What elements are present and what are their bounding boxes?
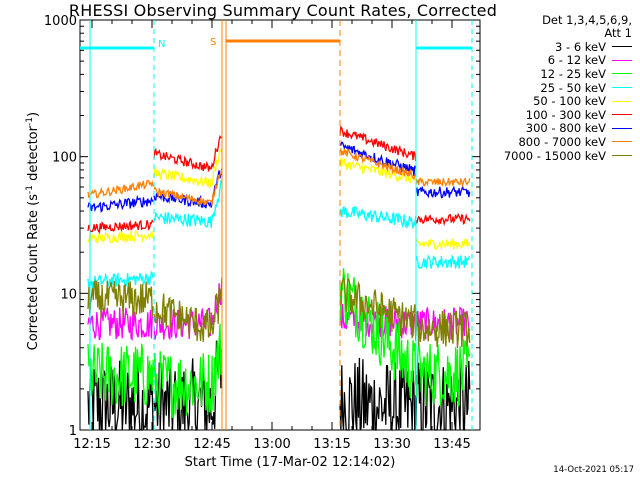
series-line [87,179,154,199]
x-tick-label: 13:15 [313,437,350,452]
series-trace [87,276,471,348]
series-line [415,310,471,348]
series-line [87,342,154,407]
y-tick-label: 10 [60,287,77,302]
series-trace [87,125,471,234]
legend-item: 50 - 100 keV [478,94,632,108]
legend-item: 300 - 800 keV [478,121,632,136]
legend-label: 100 - 300 keV [525,107,606,122]
legend-label: 12 - 25 keV [540,66,606,81]
series-line [339,357,417,432]
series-trace [87,148,471,251]
legend-swatch [612,73,632,75]
series-line [153,286,223,342]
legend-swatch [612,141,632,143]
x-tick-label: 12:15 [73,437,110,452]
series-line [415,254,471,269]
series-line [153,148,223,190]
series-line [87,194,154,213]
timestamp-footer: 14-Oct-2021 05:17 [553,465,634,475]
series-trace [87,179,471,289]
legend-header-line-2: Att 1 [604,26,632,40]
series-line [415,184,471,199]
legend-label: 7000 - 15000 keV [503,148,606,163]
legend-item: 12 - 25 keV [478,67,632,81]
plot-frame [79,19,481,431]
series-line [87,307,154,341]
legend-swatch [612,155,632,157]
series-line [339,125,417,162]
legend-label: 25 - 50 keV [540,80,606,95]
x-tick-label: 12:30 [133,437,170,452]
axis-ticks [80,20,480,431]
series-line [87,219,154,234]
legend-label: 6 - 12 keV [547,53,606,68]
legend-item: 3 - 6 keV [478,40,632,54]
series-trace [87,268,471,419]
series-line [153,179,223,229]
chart-title: RHESSI Observing Summary Count Rates, Co… [68,1,498,20]
y-tick-label: 1 [69,424,77,439]
legend-label: 800 - 7000 keV [518,134,606,149]
legend-label: 50 - 100 keV [533,94,606,109]
x-tick-label: 12:45 [193,437,230,452]
legend-item: 6 - 12 keV [478,53,632,68]
series-line [87,279,154,319]
series-line [415,237,471,251]
legend-swatch [612,59,632,61]
y-tick-label: 1000 [44,14,77,29]
x-tick-label: 13:00 [253,437,290,452]
series-line [153,323,223,419]
legend-swatch [612,87,632,89]
x-tick-label: 13:30 [373,437,410,452]
legend-swatch [612,46,632,48]
legend-swatch [612,100,632,102]
series-line [339,147,417,180]
legend-item: 25 - 50 keV [478,81,632,95]
series-line [339,268,417,399]
night-marker-label: N [158,39,165,50]
legend-label: 300 - 800 keV [525,121,606,136]
y-tick-label: 100 [52,151,77,166]
legend-item: 100 - 300 keV [478,108,632,122]
legend-item: 800 - 7000 keV [478,135,632,149]
series-line [415,339,471,407]
axis-tick-labels: 1 10 100 1000 12:15 12:30 12:45 13:00 13:15 13:30… [44,14,471,452]
series-line [153,340,223,432]
legend-item: 7000 - 15000 keV [478,149,632,163]
series-line [415,177,471,188]
x-axis-label: Start Time (17-Mar-02 12:14:02) [184,455,396,470]
series-line [415,212,471,227]
legend: Det 1,3,4,5,6,9, Att 1 3 - 6 keV 6 - 12 k… [478,13,632,163]
series-line [339,205,417,230]
legend-label: 3 - 6 keV [555,39,606,54]
series-line [339,157,417,184]
series-line [87,229,154,244]
series-line [153,169,223,207]
series-line [87,270,154,289]
series-line [87,358,154,431]
x-tick-label: 13:45 [433,437,470,452]
series-line [153,134,222,172]
y-axis-label: Corrected Count Rate (s-1 detector-1) [24,111,42,351]
saa-marker-label: S [210,37,216,48]
legend-swatch [612,127,632,129]
data-traces [80,20,473,432]
legend-swatch [612,114,632,116]
series-line [339,276,417,341]
legend-header-line-1: Det 1,3,4,5,6,9, [542,13,632,27]
series-trace [87,147,471,207]
